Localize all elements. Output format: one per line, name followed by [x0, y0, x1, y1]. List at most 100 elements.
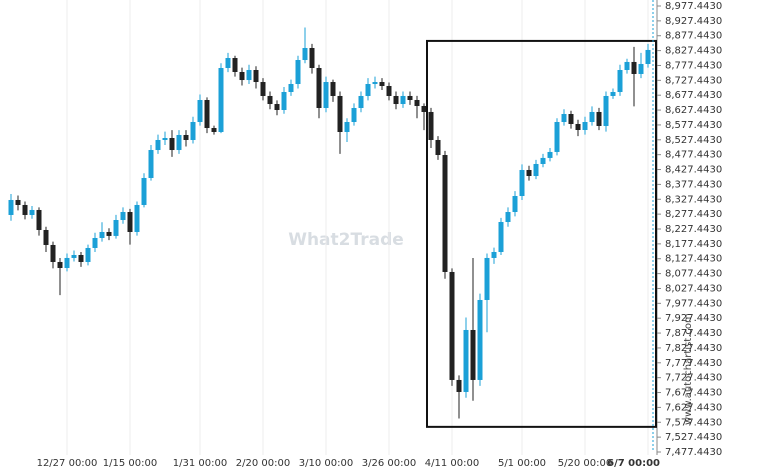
candle-body — [36, 209, 42, 230]
candle-body — [428, 111, 434, 140]
candle-body — [491, 251, 497, 258]
candle-body — [407, 95, 413, 100]
y-tick-label: 8,677.4430 — [665, 90, 722, 101]
candle-body — [323, 82, 329, 108]
candle-body — [134, 204, 140, 232]
candle-body — [519, 169, 525, 197]
candle-body — [582, 122, 588, 131]
candle-body — [638, 63, 644, 74]
candle-body — [386, 85, 392, 96]
y-tick-label: 8,427.4430 — [665, 165, 722, 176]
y-tick-label: 7,677.4430 — [665, 388, 722, 399]
candle-body — [505, 212, 511, 222]
candle-body — [470, 329, 476, 380]
y-tick-label: 8,927.4430 — [665, 16, 722, 27]
candle-body — [211, 128, 217, 132]
candle-body — [477, 299, 483, 380]
y-tick-label: 7,627.4430 — [665, 402, 722, 413]
candle-body — [127, 212, 133, 232]
candle-body — [267, 95, 273, 105]
candle-body — [484, 257, 490, 300]
candle-body — [218, 68, 224, 132]
y-tick-label: 7,777.4430 — [665, 358, 722, 369]
x-tick-label: 1/31 00:00 — [173, 458, 227, 469]
x-tick-label: 3/10 00:00 — [299, 458, 353, 469]
candle-body — [246, 69, 252, 81]
candle-body — [512, 196, 518, 213]
candle-body — [624, 61, 630, 70]
y-tick-label: 7,477.4430 — [665, 447, 722, 458]
candle-body — [169, 137, 175, 151]
x-tick-label: 5/20 00:00 — [558, 458, 612, 469]
y-tick-label: 7,727.4430 — [665, 373, 722, 384]
candle-body — [29, 209, 35, 215]
candle-body — [106, 231, 112, 236]
candle-body — [274, 104, 280, 110]
candle-body — [554, 122, 560, 152]
y-tick-label: 8,977.4430 — [665, 1, 722, 12]
candle-body — [610, 92, 616, 96]
y-tick-label: 8,577.4430 — [665, 120, 722, 131]
candle-body — [645, 49, 651, 64]
y-tick-label: 8,277.4430 — [665, 209, 722, 220]
candle-body — [295, 60, 301, 85]
candle-body — [78, 254, 84, 262]
y-tick-label: 8,527.4430 — [665, 135, 722, 146]
candle-body — [204, 99, 210, 129]
source-label: www.autochartist.com — [683, 313, 694, 425]
candle-body — [344, 122, 350, 132]
pattern-box — [426, 39, 657, 428]
x-tick-label: 4/11 00:00 — [425, 458, 479, 469]
candle-body — [113, 220, 119, 236]
candle-body — [197, 99, 203, 123]
y-tick-label: 7,977.4430 — [665, 298, 722, 309]
candle-body — [561, 114, 567, 123]
candle-body — [176, 134, 182, 151]
y-tick-label: 7,527.4430 — [665, 432, 722, 443]
y-tick-label: 8,027.4430 — [665, 283, 722, 294]
candle-body — [253, 69, 259, 83]
y-tick-label: 8,327.4430 — [665, 194, 722, 205]
candle-body — [190, 122, 196, 140]
candle-body — [393, 95, 399, 105]
y-tick-label: 8,727.4430 — [665, 75, 722, 86]
x-tick-label: 6/7 00:00 — [607, 458, 660, 469]
candle-body — [358, 95, 364, 108]
candle-body — [603, 95, 609, 126]
candle-body — [330, 82, 336, 96]
candle-body — [50, 244, 56, 262]
y-tick-label: 8,777.4430 — [665, 60, 722, 71]
candle-body — [414, 99, 420, 107]
y-tick-label: 8,177.4430 — [665, 239, 722, 250]
candle-body — [631, 61, 637, 74]
candle-body — [351, 107, 357, 123]
y-tick-label: 7,827.4430 — [665, 343, 722, 354]
x-tick-label: 12/27 00:00 — [37, 458, 98, 469]
candle-body — [575, 123, 581, 131]
y-tick-label: 8,877.4430 — [665, 31, 722, 42]
candle-body — [155, 139, 161, 151]
candle-body — [533, 163, 539, 176]
y-tick-label: 8,077.4430 — [665, 269, 722, 280]
candle-body — [442, 155, 448, 272]
candle-body — [540, 157, 546, 164]
candle-body — [15, 199, 21, 205]
candle-body — [162, 137, 168, 140]
watermark: What2Trade — [288, 230, 404, 250]
y-tick-label: 8,627.4430 — [665, 105, 722, 116]
candle-body — [281, 92, 287, 110]
x-tick-label: 3/26 00:00 — [362, 458, 416, 469]
candle-body — [302, 47, 308, 61]
candle-body — [547, 151, 553, 158]
candle-body — [232, 58, 238, 72]
candle-body — [456, 379, 462, 392]
x-tick-label: 5/1 00:00 — [498, 458, 546, 469]
y-tick-label: 8,477.4430 — [665, 150, 722, 161]
candle-body — [379, 82, 385, 86]
candle-body — [85, 247, 91, 262]
candle-body — [64, 257, 70, 268]
candle-body — [141, 177, 147, 205]
x-tick-label: 2/20 00:00 — [236, 458, 290, 469]
candle-body — [92, 237, 98, 248]
